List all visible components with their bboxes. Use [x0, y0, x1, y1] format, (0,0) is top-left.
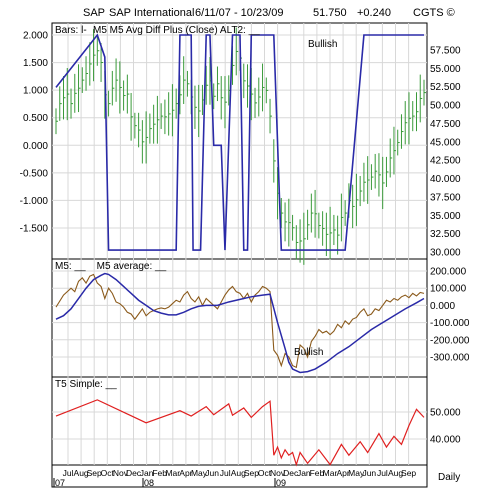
- x-year-label: 09: [276, 478, 286, 488]
- x-tick-label: Aug: [74, 468, 89, 478]
- x-tick-label: Jul: [63, 468, 74, 478]
- oscillator-axis-tick: -100.000: [430, 318, 470, 329]
- x-tick-label: Sep: [87, 468, 102, 478]
- right-axis-tick: 50.000: [430, 101, 461, 112]
- oscillator-axis-tick: 0.000: [430, 301, 455, 312]
- right-axis-tick: 57.500: [430, 46, 461, 57]
- x-tick-label: Jan: [297, 468, 311, 478]
- period-label: Daily: [438, 472, 460, 483]
- oscillator-panel-frame: [51, 258, 428, 378]
- x-tick-label: May: [191, 468, 208, 478]
- x-tick-label: Oct: [258, 468, 272, 478]
- x-tick-label: Nov: [113, 468, 129, 478]
- x-tick-label: Sep: [244, 468, 259, 478]
- x-tick-label: Jan: [140, 468, 154, 478]
- right-axis-tick: 40.000: [430, 174, 461, 185]
- x-tick-label: Jul: [377, 468, 388, 478]
- x-year-label: 07: [55, 478, 65, 488]
- t5-axis-tick: 40.000: [430, 435, 461, 446]
- header-last-price: 51.750: [313, 7, 347, 19]
- right-axis-tick: 37.500: [430, 192, 461, 203]
- t5-legend: T5 Simple: __: [55, 379, 117, 390]
- right-axis-tick: 47.500: [430, 119, 461, 130]
- left-axis-tick: 0.000: [23, 141, 48, 152]
- x-tick-label: Feb: [310, 468, 325, 478]
- x-tick-label: Nov: [270, 468, 286, 478]
- x-tick-label: Apr: [179, 468, 192, 478]
- price-annotation-bullish: Bullish: [308, 39, 337, 50]
- header-date-range: 6/11/07 - 10/23/09: [195, 7, 283, 19]
- x-tick-label: Dec: [283, 468, 299, 478]
- left-axis-tick: 1.000: [23, 86, 48, 97]
- x-tick-label: Dec: [126, 468, 142, 478]
- right-axis-tick: 55.000: [430, 64, 461, 75]
- x-tick-label: Oct: [101, 468, 115, 478]
- right-axis-tick: 30.000: [430, 248, 461, 259]
- indicator-line: [55, 33, 424, 251]
- oscillator-axis-tick: -300.000: [430, 353, 470, 364]
- right-axis-tick: 52.500: [430, 82, 461, 93]
- right-axis-tick: 32.500: [430, 229, 461, 240]
- oscillator-axis-tick: 100.000: [430, 284, 467, 295]
- left-axis-tick: 1.500: [23, 58, 48, 69]
- indicator-label: M5 M5 Avg Diff Plus (Close) ALT2: __: [93, 25, 260, 36]
- series-lines: [55, 33, 425, 467]
- oscillator-legend: M5: __ M5 average: __: [55, 261, 167, 272]
- m5-average-line: [55, 272, 425, 374]
- x-tick-label: May: [348, 468, 365, 478]
- t5-panel-frame: [51, 376, 428, 466]
- x-tick-label: Mar: [165, 468, 180, 478]
- x-tick-label: Aug: [388, 468, 403, 478]
- left-axis-tick: 0.500: [23, 113, 48, 124]
- chart-header: SAP SAP International 6/11/07 - 10/23/09…: [83, 7, 455, 19]
- left-axis-tick: 2.000: [23, 31, 48, 42]
- x-year-label: 08: [144, 478, 154, 488]
- x-tick-label: Apr: [336, 468, 349, 478]
- left-axis-tick: -1.500: [20, 224, 49, 235]
- t5-simple-line: [55, 399, 425, 467]
- right-axis-tick: 45.000: [430, 137, 461, 148]
- x-tick-label: Jun: [362, 468, 376, 478]
- x-tick-label: Aug: [231, 468, 246, 478]
- oscillator-axis-tick: -200.000: [430, 335, 470, 346]
- header-change: +0.240: [357, 7, 391, 19]
- x-tick-label: Feb: [152, 468, 167, 478]
- header-name: SAP International: [109, 7, 194, 19]
- x-axis-frame: [51, 464, 428, 488]
- x-tick-label: Jun: [205, 468, 219, 478]
- x-tick-label: Mar: [323, 468, 338, 478]
- left-axis-tick: -0.500: [20, 168, 49, 179]
- right-axis-tick: 42.500: [430, 156, 461, 167]
- t5-axis-tick: 50.000: [430, 408, 461, 419]
- header-source: CGTS ©: [413, 7, 455, 19]
- left-axis-tick: -1.000: [20, 196, 49, 207]
- x-tick-label: Sep: [401, 468, 416, 478]
- header-ticker: SAP: [83, 7, 105, 19]
- price-bars: [55, 27, 426, 265]
- right-axis-tick: 35.000: [430, 211, 461, 222]
- x-tick-label: Jul: [220, 468, 231, 478]
- oscillator-annotation-bullish: Bullish: [294, 347, 323, 358]
- price-bars-label: Bars: l-: [55, 25, 87, 36]
- oscillator-axis-tick: 200.000: [430, 267, 467, 278]
